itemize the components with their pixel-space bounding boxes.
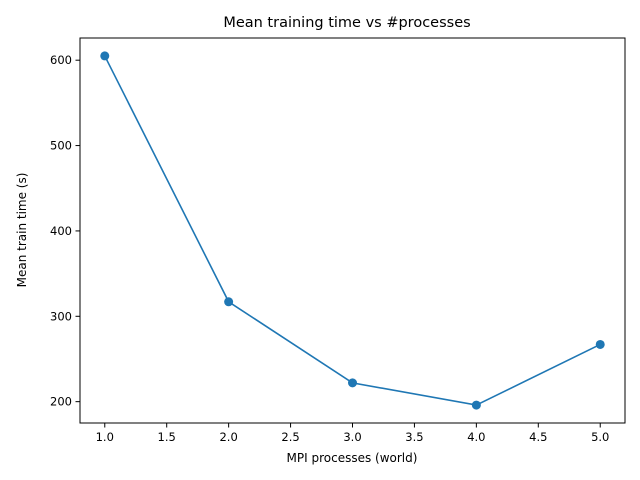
x-axis-label: MPI processes (world) [287,451,418,465]
y-tick-label: 400 [50,224,72,238]
y-tick-label: 200 [50,395,72,409]
series-line [104,55,601,406]
x-tick-label: 2.5 [281,430,299,444]
x-tick-label: 2.0 [219,430,237,444]
x-tick-label: 4.5 [529,430,547,444]
plot-frame [79,37,626,424]
data-point [471,400,481,410]
data-point [100,51,110,61]
chart-title: Mean training time vs #processes [223,15,470,31]
x-axis: 1.0 1.5 2.0 2.5 3.0 3.5 4.0 4.5 5.0 [96,423,609,444]
x-tick-label: 1.0 [96,430,114,444]
y-axis-label: Mean train time (s) [15,173,29,288]
x-tick-label: 3.5 [405,430,423,444]
x-tick-label: 3.0 [343,430,361,444]
data-point [224,297,234,307]
y-tick-label: 600 [50,53,72,67]
x-tick-label: 4.0 [467,430,485,444]
data-point [595,339,605,349]
x-tick-label: 1.5 [158,430,176,444]
y-tick-label: 300 [50,309,72,323]
y-tick-label: 500 [50,139,72,153]
y-axis: 200 300 400 500 600 [50,53,80,409]
x-tick-label: 5.0 [591,430,609,444]
data-point [348,378,357,388]
data-points [100,51,605,410]
